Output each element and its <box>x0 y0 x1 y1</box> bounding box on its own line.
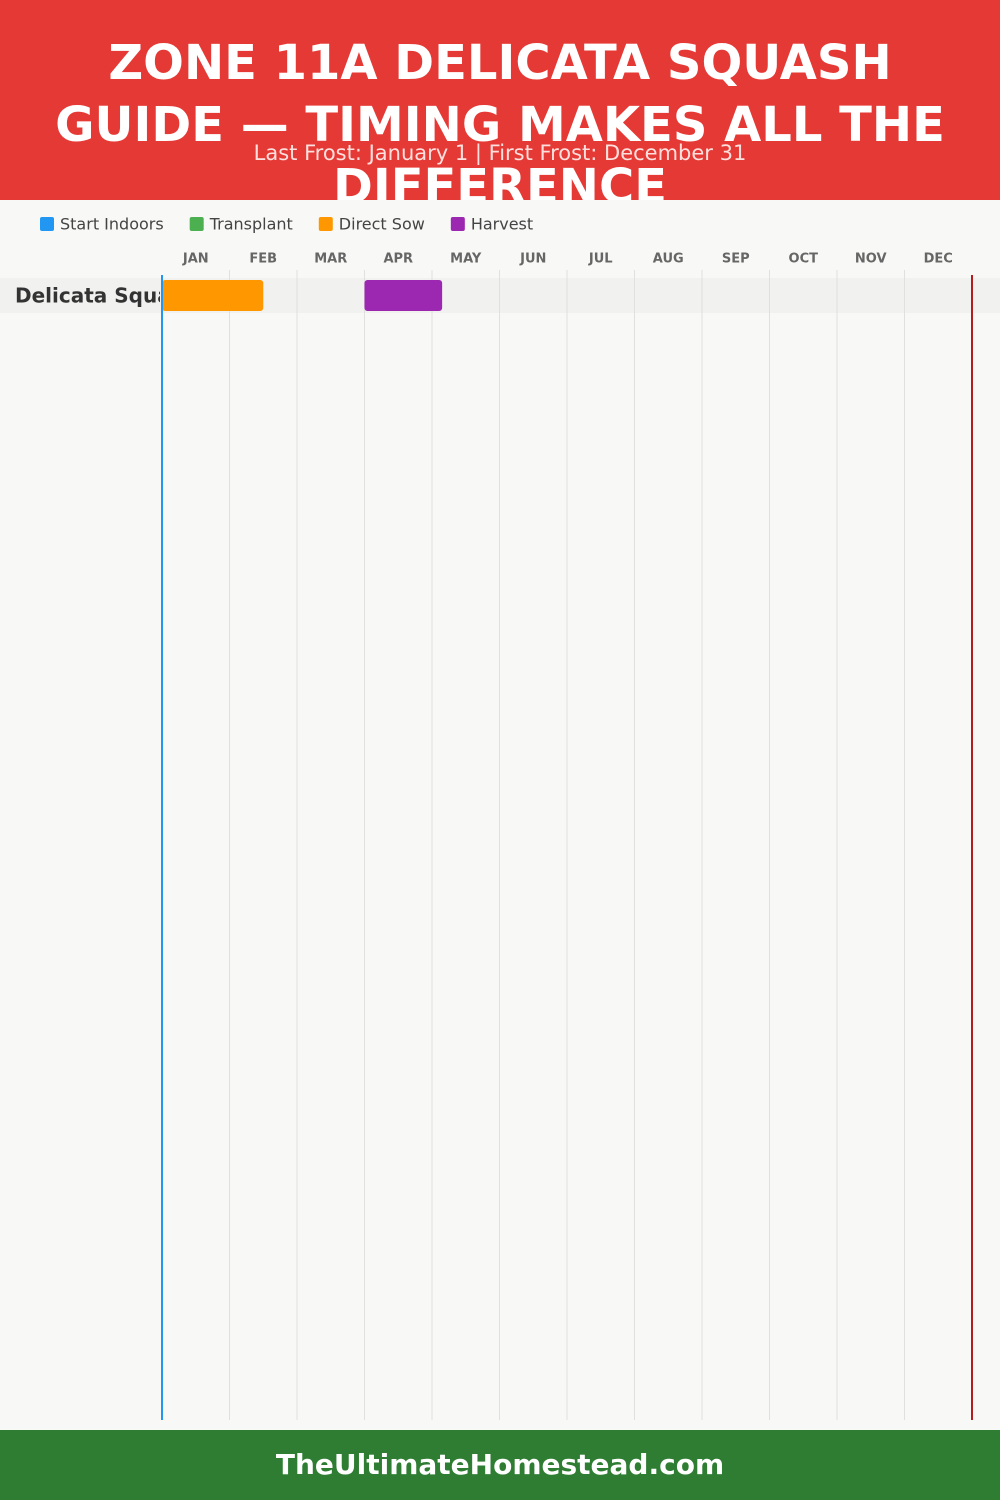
legend-label: Transplant <box>209 215 293 234</box>
x-tick-label: AUG <box>653 252 684 267</box>
chart-subtitle: Last Frost: January 1 | First Frost: Dec… <box>253 141 747 165</box>
x-tick-label: JUN <box>519 252 546 267</box>
footer: TheUltimateHomestead.com <box>0 1430 1000 1500</box>
phase-bar <box>162 280 264 311</box>
x-tick-label: MAR <box>314 252 347 267</box>
phase-bar <box>364 280 443 311</box>
x-tick-label: APR <box>383 252 413 267</box>
x-tick-label: FEB <box>249 252 277 267</box>
x-tick-label: JUL <box>588 252 613 267</box>
legend-swatch <box>450 217 465 231</box>
x-tick-label: DEC <box>924 252 953 267</box>
legend-swatch <box>318 217 333 231</box>
legend-label: Start Indoors <box>60 215 164 234</box>
x-tick-label: JAN <box>182 252 209 267</box>
legend-label: Direct Sow <box>339 215 425 234</box>
legend-label: Harvest <box>471 215 533 234</box>
row-label: Delicata Squash <box>15 284 197 308</box>
legend-swatch <box>40 217 54 231</box>
chart: JAN FEB MAR APR MAY JUN JUL AUG SEP OCT NOV DEC Star… <box>0 215 1000 1420</box>
x-tick-label: OCT <box>789 252 819 267</box>
legend-swatch <box>189 217 204 231</box>
x-tick-label: SEP <box>722 252 750 267</box>
x-tick-label: MAY <box>450 252 482 267</box>
x-tick-label: NOV <box>855 252 887 267</box>
chart-title: ZONE 11A DELICATA SQUASH GUIDE — TIMING … <box>55 35 945 200</box>
header: ZONE 11A DELICATA SQUASH GUIDE — TIMING … <box>0 0 1000 200</box>
